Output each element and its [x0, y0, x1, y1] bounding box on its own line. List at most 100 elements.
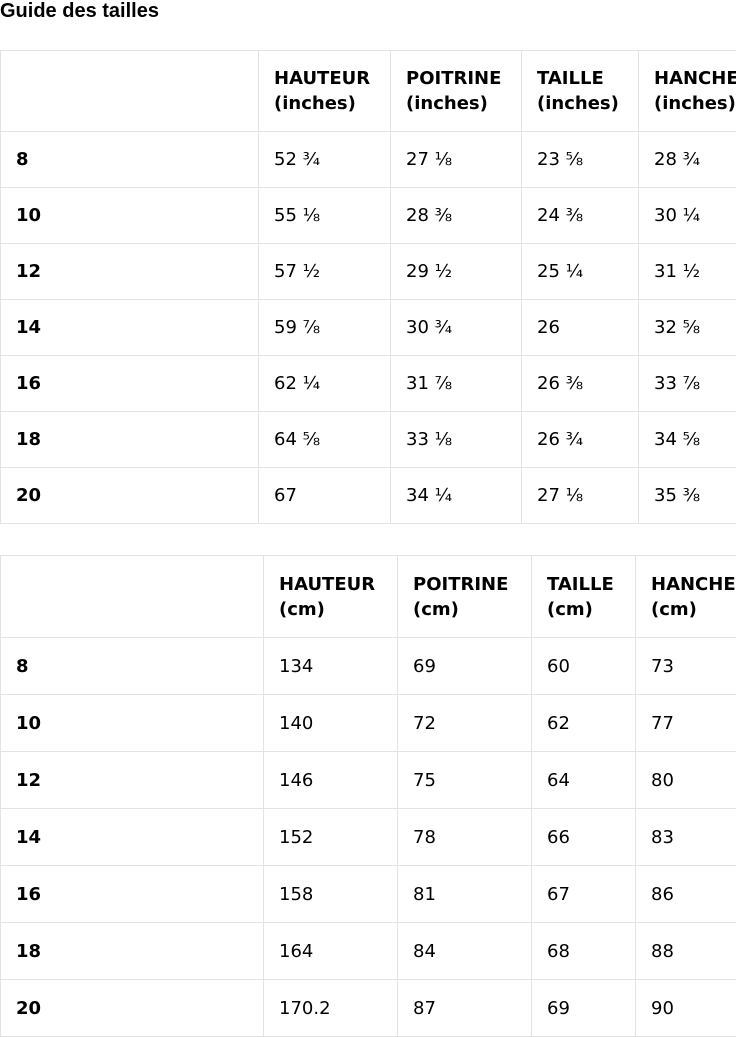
measurement: 152 [264, 809, 398, 866]
measurement: 32 ⅝ [639, 300, 736, 356]
measurement: 88 [636, 923, 736, 980]
measurement: 64 [532, 752, 636, 809]
header-row: HAUTEUR (inches)POITRINE (inches)TAILLE … [1, 51, 736, 132]
measurement: 146 [264, 752, 398, 809]
measurement: 78 [398, 809, 532, 866]
measurement: 34 ⅝ [639, 412, 736, 468]
column-header: TAILLE (inches) [522, 51, 639, 132]
measurement: 24 ⅜ [522, 188, 639, 244]
measurement: 26 ⅜ [522, 356, 639, 412]
measurement: 62 ¼ [259, 356, 391, 412]
page-title: Guide des tailles [0, 0, 736, 22]
measurement: 33 ⅞ [639, 356, 736, 412]
measurement: 140 [264, 695, 398, 752]
measurement: 69 [532, 980, 636, 1037]
measurement: 27 ⅛ [522, 468, 639, 524]
size-label: 20 [1, 468, 259, 524]
measurement: 170.2 [264, 980, 398, 1037]
measurement: 29 ½ [391, 244, 522, 300]
size-label: 16 [1, 356, 259, 412]
empty-header [1, 556, 264, 638]
measurement: 35 ⅜ [639, 468, 736, 524]
measurement: 77 [636, 695, 736, 752]
measurement: 86 [636, 866, 736, 923]
measurement: 52 ¾ [259, 132, 391, 188]
measurement: 33 ⅛ [391, 412, 522, 468]
measurement: 25 ¼ [522, 244, 639, 300]
size-label: 12 [1, 244, 259, 300]
size-table: HAUTEUR (cm)POITRINE (cm)TAILLE (cm)HANC… [0, 555, 736, 1037]
measurement: 31 ½ [639, 244, 736, 300]
measurement: 72 [398, 695, 532, 752]
measurement: 64 ⅝ [259, 412, 391, 468]
measurement: 83 [636, 809, 736, 866]
measurement: 69 [398, 638, 532, 695]
measurement: 23 ⅝ [522, 132, 639, 188]
size-label: 16 [1, 866, 264, 923]
measurement: 164 [264, 923, 398, 980]
measurement: 57 ½ [259, 244, 391, 300]
column-header: HANCHES (inches) [639, 51, 736, 132]
measurement: 158 [264, 866, 398, 923]
measurement: 26 ¾ [522, 412, 639, 468]
measurement: 80 [636, 752, 736, 809]
measurement: 84 [398, 923, 532, 980]
measurement: 30 ¼ [639, 188, 736, 244]
measurement: 73 [636, 638, 736, 695]
size-label: 8 [1, 132, 259, 188]
column-header: HANCHES (cm) [636, 556, 736, 638]
measurement: 62 [532, 695, 636, 752]
measurement: 27 ⅛ [391, 132, 522, 188]
measurement: 90 [636, 980, 736, 1037]
size-label: 10 [1, 695, 264, 752]
size-label: 18 [1, 412, 259, 468]
size-label: 10 [1, 188, 259, 244]
column-header: HAUTEUR (inches) [259, 51, 391, 132]
column-header: POITRINE (cm) [398, 556, 532, 638]
size-label: 14 [1, 809, 264, 866]
measurement: 31 ⅞ [391, 356, 522, 412]
column-header: TAILLE (cm) [532, 556, 636, 638]
empty-header [1, 51, 259, 132]
size-label: 14 [1, 300, 259, 356]
column-header: POITRINE (inches) [391, 51, 522, 132]
size-label: 20 [1, 980, 264, 1037]
size-label: 18 [1, 923, 264, 980]
measurement: 60 [532, 638, 636, 695]
measurement: 59 ⅞ [259, 300, 391, 356]
measurement: 28 ⅜ [391, 188, 522, 244]
measurement: 28 ¾ [639, 132, 736, 188]
size-label: 12 [1, 752, 264, 809]
column-header: HAUTEUR (cm) [264, 556, 398, 638]
measurement: 34 ¼ [391, 468, 522, 524]
size-label: 8 [1, 638, 264, 695]
size-table: HAUTEUR (inches)POITRINE (inches)TAILLE … [0, 50, 736, 524]
measurement: 134 [264, 638, 398, 695]
measurement: 30 ¾ [391, 300, 522, 356]
header-row: HAUTEUR (cm)POITRINE (cm)TAILLE (cm)HANC… [1, 556, 736, 638]
measurement: 67 [532, 866, 636, 923]
measurement: 55 ⅛ [259, 188, 391, 244]
measurement: 67 [259, 468, 391, 524]
measurement: 87 [398, 980, 532, 1037]
measurement: 66 [532, 809, 636, 866]
measurement: 75 [398, 752, 532, 809]
measurement: 81 [398, 866, 532, 923]
measurement: 26 [522, 300, 639, 356]
measurement: 68 [532, 923, 636, 980]
